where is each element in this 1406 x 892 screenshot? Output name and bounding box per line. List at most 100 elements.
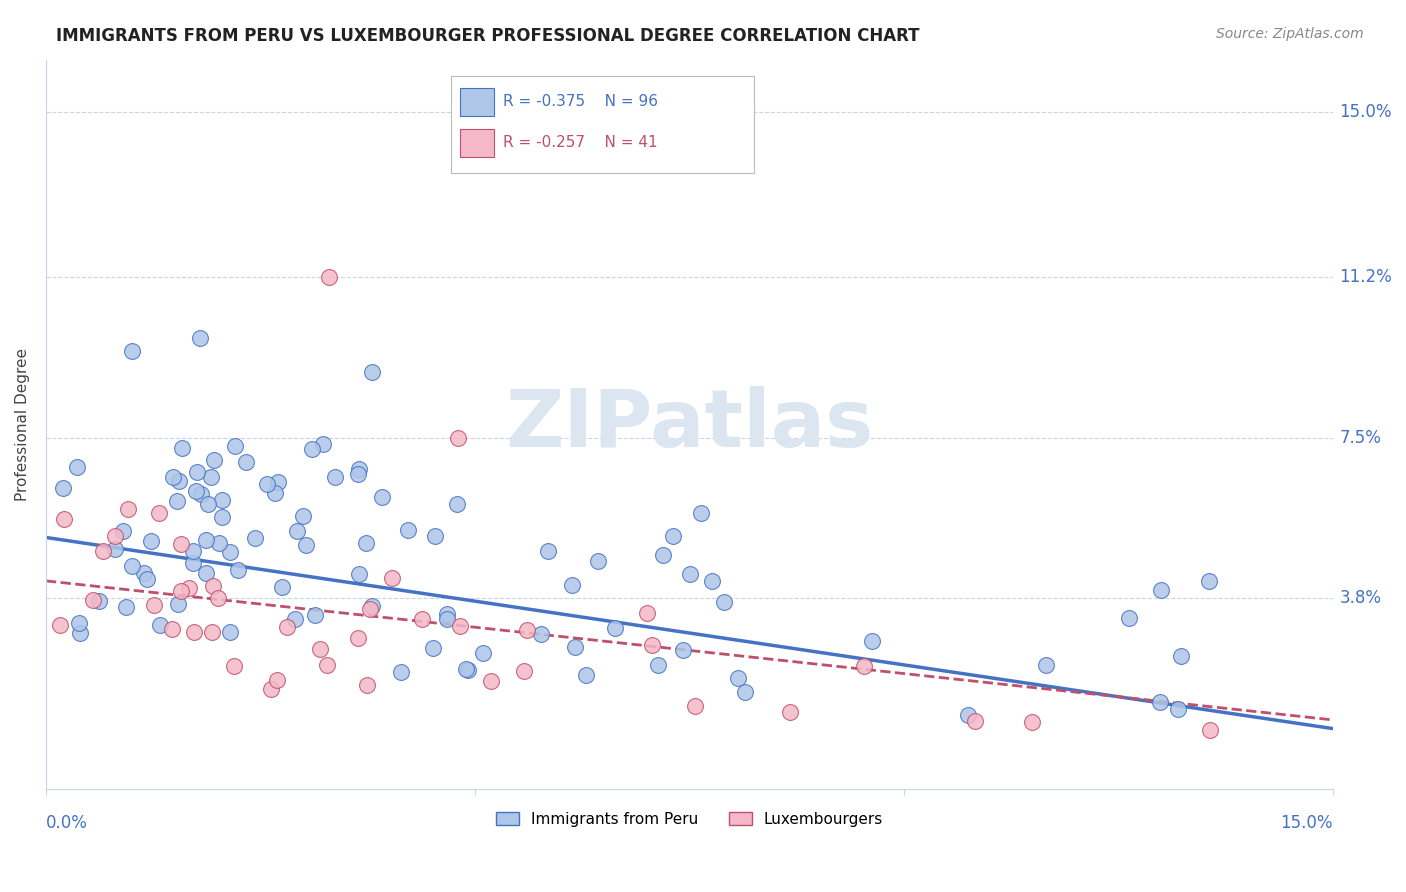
Point — [605, 621, 627, 635]
Point — [65, 460, 87, 475]
Point — [779, 705, 801, 719]
Point — [218, 545, 240, 559]
Point — [218, 624, 240, 639]
Point — [121, 558, 143, 573]
Point — [162, 622, 184, 636]
Point — [1149, 694, 1171, 708]
Point — [1035, 658, 1057, 673]
Text: IMMIGRANTS FROM PERU VS LUXEMBOURGER PROFESSIONAL DEGREE CORRELATION CHART: IMMIGRANTS FROM PERU VS LUXEMBOURGER PRO… — [56, 27, 920, 45]
Point — [963, 714, 986, 728]
Point — [121, 343, 143, 358]
Point — [651, 549, 673, 563]
Text: 0.0%: 0.0% — [46, 814, 87, 832]
Point — [177, 581, 200, 595]
Y-axis label: Professional Degree: Professional Degree — [15, 348, 30, 501]
Point — [190, 487, 212, 501]
Point — [1150, 582, 1173, 597]
Point — [323, 469, 346, 483]
Point — [170, 537, 193, 551]
Point — [1021, 714, 1043, 729]
Point — [727, 671, 749, 685]
Point — [222, 659, 245, 673]
Point — [142, 598, 165, 612]
Point — [208, 536, 231, 550]
Point — [69, 625, 91, 640]
Point — [148, 507, 170, 521]
Point — [87, 593, 110, 607]
Point — [166, 494, 188, 508]
Point — [640, 638, 662, 652]
Point — [702, 574, 724, 588]
Point — [197, 497, 219, 511]
Point — [436, 607, 458, 621]
Point — [647, 658, 669, 673]
Point — [575, 668, 598, 682]
Point — [636, 606, 658, 620]
Point — [347, 461, 370, 475]
Text: 15.0%: 15.0% — [1340, 103, 1392, 120]
Point — [134, 566, 156, 580]
Point — [211, 492, 233, 507]
Point — [263, 485, 285, 500]
Point — [256, 477, 278, 491]
Point — [679, 566, 702, 581]
Point — [226, 563, 249, 577]
Point — [184, 483, 207, 498]
Point — [479, 674, 502, 689]
Point — [423, 529, 446, 543]
Point — [202, 452, 225, 467]
Point — [347, 632, 370, 646]
Point — [309, 641, 332, 656]
Text: ZIPatlas: ZIPatlas — [505, 385, 873, 464]
Point — [186, 466, 208, 480]
Point — [301, 442, 323, 457]
Point — [207, 591, 229, 605]
Point — [371, 490, 394, 504]
FancyBboxPatch shape — [451, 77, 754, 173]
Point — [52, 481, 75, 495]
Point — [1198, 723, 1220, 737]
Point — [472, 646, 495, 660]
Point — [117, 502, 139, 516]
Point — [586, 554, 609, 568]
Point — [139, 533, 162, 548]
Point — [266, 673, 288, 688]
Point — [276, 620, 298, 634]
Point — [537, 544, 560, 558]
Point — [67, 615, 90, 630]
Point — [1118, 610, 1140, 624]
Point — [564, 640, 586, 655]
Point — [82, 592, 104, 607]
Point — [361, 365, 384, 379]
Point — [294, 538, 316, 552]
Point — [662, 529, 685, 543]
Point — [411, 612, 433, 626]
Point — [672, 643, 695, 657]
Point — [446, 497, 468, 511]
Point — [1167, 702, 1189, 716]
Point — [312, 437, 335, 451]
Point — [224, 439, 246, 453]
Point — [245, 531, 267, 545]
Point — [201, 624, 224, 639]
Point — [852, 658, 875, 673]
Text: 11.2%: 11.2% — [1340, 268, 1392, 285]
Point — [170, 584, 193, 599]
Point — [318, 269, 340, 284]
Legend: Immigrants from Peru, Luxembourgers: Immigrants from Peru, Luxembourgers — [489, 805, 889, 833]
Text: R = -0.257    N = 41: R = -0.257 N = 41 — [503, 136, 658, 150]
Point — [396, 523, 419, 537]
Point — [447, 431, 470, 445]
Point — [53, 512, 76, 526]
Point — [457, 663, 479, 677]
Point — [194, 566, 217, 580]
Point — [436, 612, 458, 626]
Point — [713, 595, 735, 609]
Point — [167, 597, 190, 611]
Point — [291, 508, 314, 523]
Text: Source: ZipAtlas.com: Source: ZipAtlas.com — [1216, 27, 1364, 41]
Point — [195, 533, 218, 547]
Point — [516, 623, 538, 637]
Point — [315, 658, 337, 673]
Point — [860, 633, 883, 648]
